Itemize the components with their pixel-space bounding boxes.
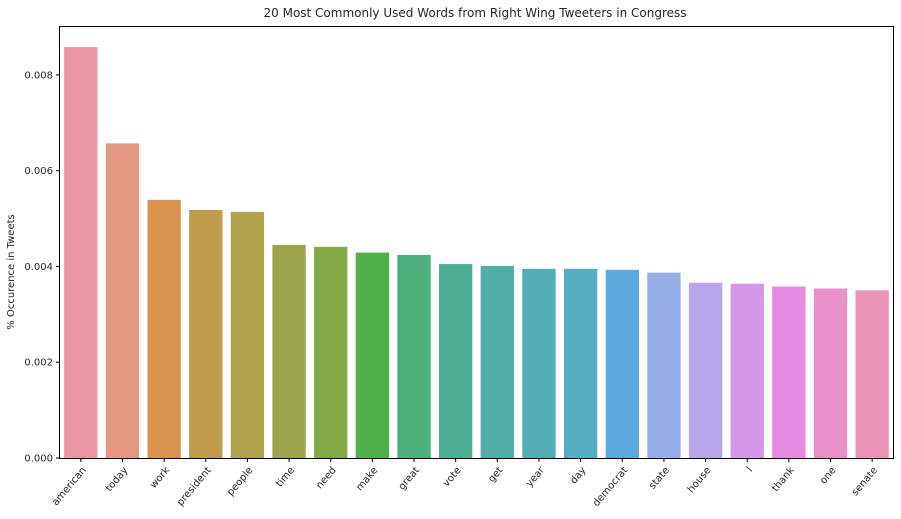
y-tick-label: 0.008 bbox=[24, 70, 53, 81]
x-tick-label: house bbox=[686, 465, 714, 495]
x-tick-label: state bbox=[647, 465, 672, 491]
x-tick-label: vote bbox=[441, 465, 464, 489]
y-tick-label: 0.002 bbox=[24, 358, 53, 369]
bar-president bbox=[189, 209, 223, 458]
y-ticks-group: 0.000 0.002 0.004 0.006 0.008 bbox=[24, 70, 60, 465]
plot-frame bbox=[59, 26, 894, 459]
x-tick-label: day bbox=[568, 465, 588, 486]
bar-great bbox=[397, 254, 431, 458]
x-tick-label: time bbox=[274, 465, 297, 489]
x-tick-label: one bbox=[818, 465, 838, 486]
x-tick-label: democrat bbox=[591, 465, 630, 509]
bar-time bbox=[272, 244, 306, 458]
x-tick-label: make bbox=[354, 465, 380, 493]
x-tick-label: people bbox=[225, 465, 255, 498]
bar-american bbox=[64, 47, 98, 459]
x-tick-label: get bbox=[486, 465, 505, 485]
y-tick-label: 0.006 bbox=[24, 166, 53, 177]
x-tick-label: president bbox=[175, 465, 214, 508]
x-ticks-group: american today work president people time need… bbox=[50, 458, 880, 509]
bar-state bbox=[647, 272, 681, 458]
bar-l bbox=[730, 283, 764, 458]
x-tick-label: thank bbox=[770, 465, 797, 494]
x-tick-label: l bbox=[745, 465, 755, 474]
bar-democrat bbox=[605, 269, 639, 458]
bar-need bbox=[314, 246, 348, 458]
bar-house bbox=[688, 282, 723, 458]
y-tick-label: 0.004 bbox=[24, 262, 53, 273]
bar-senate bbox=[855, 290, 889, 458]
x-tick-label: senate bbox=[850, 465, 880, 498]
bar-year bbox=[522, 268, 556, 458]
bar-work bbox=[147, 199, 181, 458]
y-tick-label: 0.000 bbox=[24, 454, 53, 465]
x-tick-label: today bbox=[104, 465, 131, 494]
chart-title: 20 Most Commonly Used Words from Right W… bbox=[264, 6, 687, 20]
x-tick-label: year bbox=[524, 464, 547, 489]
x-tick-label: great bbox=[397, 465, 422, 492]
bar-thank bbox=[772, 286, 806, 458]
x-tick-label: american bbox=[50, 465, 89, 508]
bar-day bbox=[563, 268, 598, 458]
x-tick-label: need bbox=[314, 465, 338, 491]
bar-one bbox=[813, 288, 848, 458]
x-tick-label: work bbox=[148, 465, 172, 491]
bar-people bbox=[230, 211, 265, 458]
bars-group bbox=[64, 47, 889, 459]
y-axis-label: % Occurence in Tweets bbox=[6, 214, 17, 329]
bar-make bbox=[355, 252, 390, 458]
bar-get bbox=[480, 265, 514, 458]
bar-today bbox=[105, 143, 140, 458]
bar-vote bbox=[439, 264, 473, 458]
